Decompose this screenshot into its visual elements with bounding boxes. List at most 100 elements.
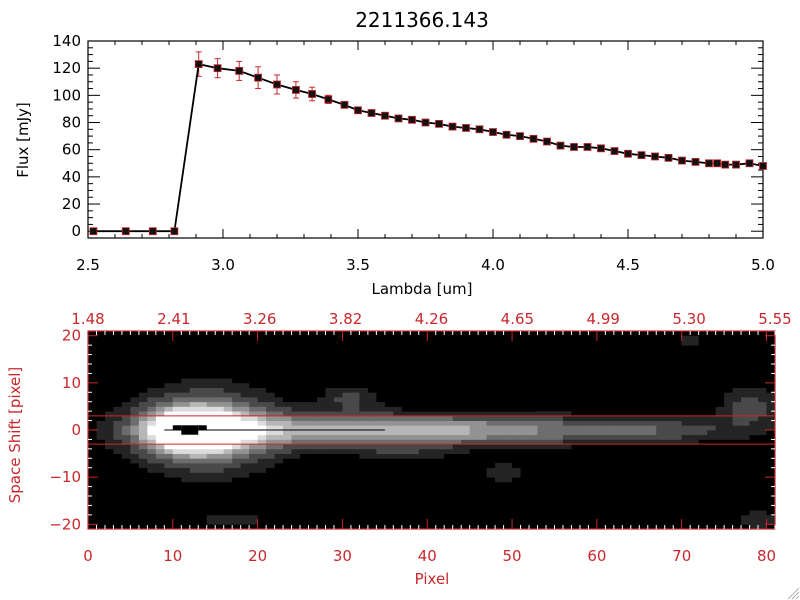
image-pixel bbox=[758, 505, 767, 511]
image-pixel bbox=[300, 415, 309, 421]
image-pixel bbox=[503, 448, 513, 454]
image-pixel bbox=[172, 382, 182, 388]
image-pixel bbox=[257, 387, 267, 393]
image-pixel bbox=[503, 477, 513, 483]
image-pixel bbox=[486, 463, 496, 469]
data-point bbox=[597, 144, 605, 153]
image-pixel bbox=[732, 524, 742, 530]
image-pixel bbox=[249, 444, 259, 450]
image-pixel bbox=[164, 453, 174, 459]
image-pixel bbox=[104, 401, 114, 407]
image-pixel bbox=[495, 444, 504, 450]
image-pixel bbox=[350, 434, 360, 440]
image-pixel bbox=[529, 448, 538, 454]
image-pixel bbox=[223, 378, 233, 384]
image-pixel bbox=[724, 401, 733, 407]
image-pixel bbox=[554, 439, 564, 445]
image-pixel bbox=[681, 425, 691, 431]
image-pixel bbox=[232, 519, 242, 525]
image-pixel bbox=[215, 519, 225, 525]
image-pixel bbox=[486, 406, 496, 412]
image-pixel bbox=[240, 415, 250, 421]
image-pixel bbox=[291, 406, 301, 412]
image-pixel bbox=[215, 387, 225, 393]
image-pixel bbox=[189, 373, 199, 379]
image-pixel bbox=[257, 439, 267, 445]
image-pixel bbox=[715, 434, 725, 440]
image-pixel bbox=[376, 434, 386, 440]
image-pixel bbox=[172, 472, 182, 478]
image-pixel bbox=[155, 448, 165, 454]
image-pixel bbox=[469, 406, 479, 412]
image-pixel bbox=[656, 420, 666, 426]
image-pixel bbox=[138, 458, 148, 464]
image-pixel bbox=[155, 411, 165, 417]
image-pixel bbox=[766, 401, 776, 407]
data-point bbox=[367, 109, 376, 117]
image-pixel bbox=[283, 458, 292, 464]
image-pixel bbox=[172, 458, 182, 464]
image-pixel bbox=[113, 401, 123, 407]
image-pixel bbox=[206, 368, 216, 374]
image-pixel bbox=[164, 458, 174, 464]
image-pixel bbox=[622, 420, 632, 426]
data-point bbox=[502, 130, 511, 139]
image-pixel bbox=[401, 335, 411, 341]
image-pixel bbox=[130, 397, 140, 403]
image-pixel bbox=[147, 406, 157, 412]
image-pixel bbox=[469, 444, 479, 450]
image-pixel bbox=[198, 463, 208, 469]
image-pixel bbox=[300, 406, 309, 412]
image-pixel bbox=[342, 406, 352, 412]
image-pixel bbox=[308, 448, 318, 454]
image-pixel bbox=[350, 415, 360, 421]
image-pixel bbox=[461, 430, 471, 436]
image-pixel bbox=[537, 415, 547, 421]
image-pixel bbox=[715, 430, 725, 436]
image-pixel bbox=[749, 510, 759, 516]
image-pixel bbox=[215, 401, 225, 407]
image-pixel bbox=[164, 340, 174, 346]
image-pixel bbox=[512, 477, 521, 483]
image-pixel bbox=[724, 439, 733, 445]
image-pixel bbox=[223, 415, 233, 421]
image-pixel bbox=[232, 510, 242, 516]
image-pixel bbox=[308, 420, 318, 426]
image-pixel bbox=[96, 448, 106, 454]
image-pixel bbox=[147, 458, 157, 464]
image-pixel bbox=[232, 481, 242, 487]
image-pixel bbox=[257, 477, 267, 483]
image-pixel bbox=[172, 430, 182, 436]
image-pixel bbox=[367, 392, 377, 398]
image-pixel bbox=[249, 434, 259, 440]
image-pixel bbox=[317, 430, 326, 436]
wavelength-tick-label: 2.41 bbox=[157, 310, 190, 328]
image-pixel bbox=[749, 514, 759, 520]
image-pixel bbox=[418, 434, 428, 440]
image-pixel bbox=[418, 415, 428, 421]
image-pixel bbox=[461, 425, 471, 431]
image-pixel bbox=[724, 430, 733, 436]
image-pixel bbox=[113, 335, 123, 341]
image-pixel bbox=[257, 444, 267, 450]
x-tick-label: 0 bbox=[83, 547, 93, 565]
image-pixel bbox=[622, 430, 632, 436]
image-pixel bbox=[291, 415, 301, 421]
image-pixel bbox=[359, 397, 369, 403]
image-pixel bbox=[639, 434, 649, 440]
image-pixel bbox=[673, 340, 683, 346]
image-pixel bbox=[690, 439, 700, 445]
image-pixel bbox=[673, 411, 683, 417]
resize-grip-icon[interactable] bbox=[787, 587, 800, 600]
data-point bbox=[556, 141, 565, 150]
image-pixel bbox=[147, 331, 157, 337]
image-pixel bbox=[393, 406, 403, 412]
image-pixel bbox=[181, 458, 191, 464]
image-pixel bbox=[376, 444, 386, 450]
image-pixel bbox=[155, 406, 165, 412]
image-pixel bbox=[529, 434, 538, 440]
image-pixel bbox=[121, 387, 131, 393]
image-pixel bbox=[630, 430, 640, 436]
image-pixel bbox=[698, 439, 708, 445]
image-pixel bbox=[579, 420, 589, 426]
